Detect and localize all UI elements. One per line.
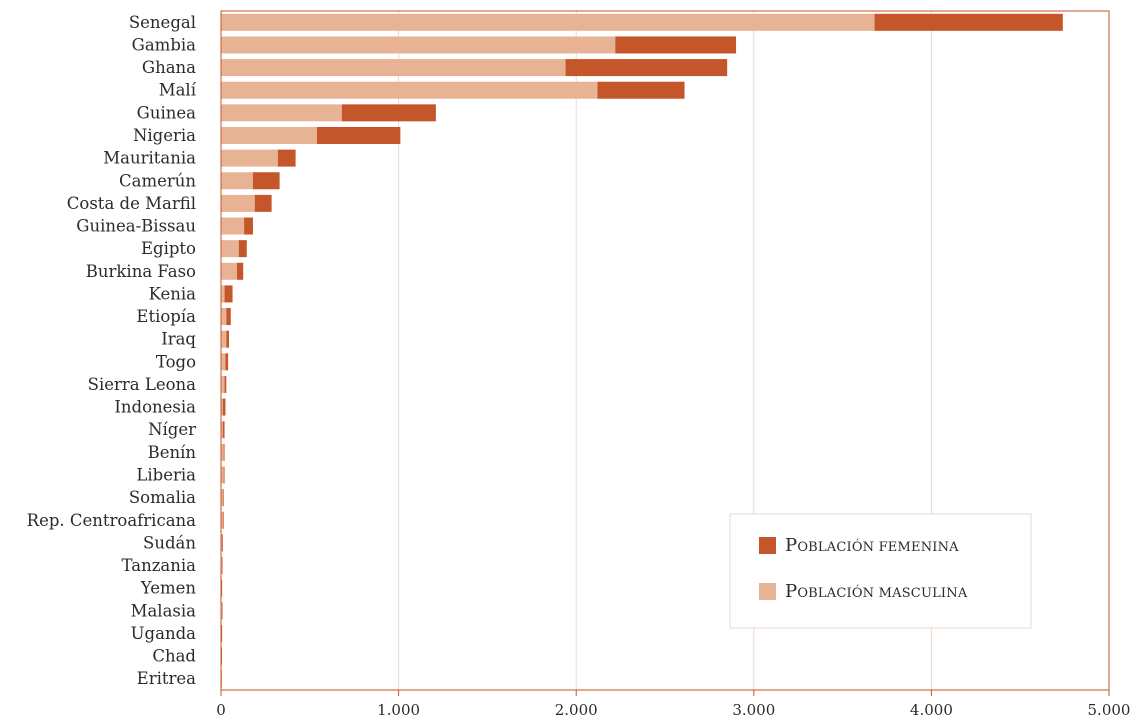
bar-femenina — [244, 217, 253, 235]
bar-masculina — [221, 194, 255, 212]
category-label: Liberia — [136, 465, 196, 484]
bar-masculina — [221, 375, 225, 393]
legend-swatch — [759, 583, 776, 600]
bar-masculina — [221, 104, 342, 122]
category-label: Malí — [159, 81, 197, 100]
category-label: Camerún — [119, 171, 196, 190]
category-label: Guinea — [137, 103, 196, 122]
bar-femenina — [226, 330, 229, 348]
bar-femenina — [222, 398, 226, 416]
legend-label: POBLACIÓN FEMENINA — [785, 535, 959, 556]
bar-masculina — [221, 81, 598, 99]
bar-masculina — [221, 421, 223, 439]
bar-femenina — [221, 579, 223, 597]
legend-box — [729, 513, 1032, 629]
category-label: Ghana — [142, 58, 196, 77]
category-label: Nigeria — [133, 126, 196, 145]
bar-masculina — [221, 13, 875, 31]
category-label: Chad — [152, 647, 196, 666]
category-label: Mauritania — [103, 149, 196, 168]
category-label: Níger — [148, 420, 196, 439]
legend-label: POBLACIÓN MASCULINA — [785, 581, 968, 602]
category-label: Senegal — [129, 13, 196, 32]
x-tick-label: 5.000 — [1088, 701, 1131, 719]
bar-masculina — [221, 443, 224, 461]
bar-femenina — [252, 172, 280, 190]
category-label: Burkina Faso — [86, 262, 196, 281]
bar-masculina — [221, 285, 225, 303]
category-label: Somalia — [129, 488, 196, 507]
category-label: Eritrea — [137, 669, 196, 688]
bar-femenina — [236, 262, 244, 280]
x-tick-label: 3.000 — [732, 701, 775, 719]
bar-masculina — [221, 330, 227, 348]
category-label: Iraq — [161, 330, 196, 349]
x-tick-label: 2.000 — [555, 701, 598, 719]
category-label: Sierra Leona — [88, 375, 196, 394]
category-label: Costa de Marfil — [67, 194, 196, 213]
category-label: Guinea-Bissau — [76, 217, 196, 236]
bar-femenina — [238, 240, 247, 258]
category-label: Uganda — [131, 624, 196, 643]
category-label: Egipto — [141, 239, 196, 258]
bar-masculina — [221, 217, 245, 235]
category-label: Rep. Centroafricana — [27, 511, 197, 530]
bar-femenina — [615, 36, 737, 54]
bar-femenina — [224, 285, 233, 303]
bar-femenina — [221, 647, 222, 665]
category-label: Etiopía — [136, 307, 196, 326]
category-label: Gambia — [132, 35, 197, 54]
category-label: Yemen — [140, 579, 197, 598]
bar-masculina — [221, 172, 253, 190]
legend-swatch — [759, 537, 776, 554]
x-tick-label: 0 — [216, 701, 226, 719]
bar-masculina — [221, 149, 278, 167]
bar-masculina — [221, 240, 239, 258]
bar-femenina — [221, 624, 223, 642]
bar-masculina — [221, 489, 223, 507]
category-label: Kenia — [149, 284, 197, 303]
category-label: Tanzania — [122, 556, 197, 575]
bar-femenina — [277, 149, 296, 167]
bar-masculina — [221, 308, 227, 326]
bar-femenina — [223, 466, 225, 484]
bar-femenina — [221, 602, 223, 620]
category-label: Togo — [156, 352, 196, 371]
category-label: Malasia — [131, 601, 197, 620]
bar-femenina — [341, 104, 436, 122]
bar-femenina — [565, 59, 728, 77]
category-label: Sudán — [143, 533, 196, 552]
bar-femenina — [597, 81, 685, 99]
bar-femenina — [224, 375, 227, 393]
bar-masculina — [221, 262, 237, 280]
plot-frame — [220, 10, 1110, 691]
bar-femenina — [254, 194, 272, 212]
category-label: Benín — [148, 443, 197, 462]
bar-femenina — [226, 308, 231, 326]
x-tick-label: 4.000 — [910, 701, 953, 719]
bar-masculina — [221, 511, 223, 529]
bar-masculina — [221, 126, 317, 144]
bar-femenina — [221, 534, 223, 552]
bar-femenina — [874, 13, 1063, 31]
bar-masculina — [221, 353, 226, 371]
bar-femenina — [316, 126, 401, 144]
bar-femenina — [223, 443, 225, 461]
bar-femenina — [222, 511, 224, 529]
bar-femenina — [225, 353, 229, 371]
bar-masculina — [221, 36, 616, 54]
category-label: Indonesia — [114, 398, 196, 417]
bar-masculina — [221, 398, 223, 416]
bar-masculina — [221, 466, 224, 484]
bar-femenina — [222, 421, 225, 439]
x-tick-label: 1.000 — [377, 701, 420, 719]
bar-femenina — [222, 489, 224, 507]
bar-femenina — [221, 557, 223, 575]
bar-masculina — [221, 59, 566, 77]
